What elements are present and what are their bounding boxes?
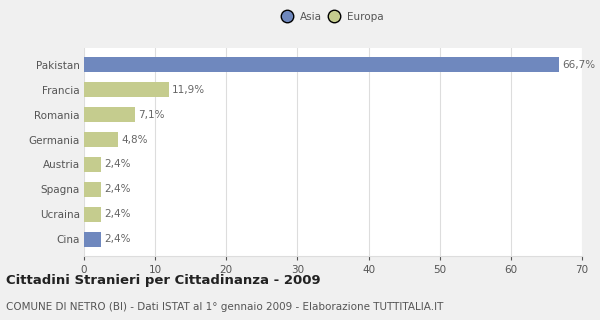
- Bar: [84, 107, 134, 122]
- Text: 2,4%: 2,4%: [104, 184, 131, 194]
- Bar: [84, 232, 101, 246]
- Text: 7,1%: 7,1%: [138, 110, 164, 120]
- Bar: [84, 132, 118, 147]
- Bar: [84, 207, 101, 222]
- Text: 66,7%: 66,7%: [562, 60, 595, 70]
- Text: COMUNE DI NETRO (BI) - Dati ISTAT al 1° gennaio 2009 - Elaborazione TUTTITALIA.I: COMUNE DI NETRO (BI) - Dati ISTAT al 1° …: [6, 302, 443, 312]
- Text: 2,4%: 2,4%: [104, 159, 131, 170]
- Bar: [84, 182, 101, 197]
- Bar: [84, 82, 169, 97]
- Text: 2,4%: 2,4%: [104, 209, 131, 219]
- Text: 4,8%: 4,8%: [122, 134, 148, 145]
- Legend: Asia, Europa: Asia, Europa: [278, 7, 388, 26]
- Text: 11,9%: 11,9%: [172, 85, 205, 95]
- Bar: [84, 157, 101, 172]
- Text: 2,4%: 2,4%: [104, 234, 131, 244]
- Bar: [84, 58, 559, 72]
- Text: Cittadini Stranieri per Cittadinanza - 2009: Cittadini Stranieri per Cittadinanza - 2…: [6, 274, 320, 287]
